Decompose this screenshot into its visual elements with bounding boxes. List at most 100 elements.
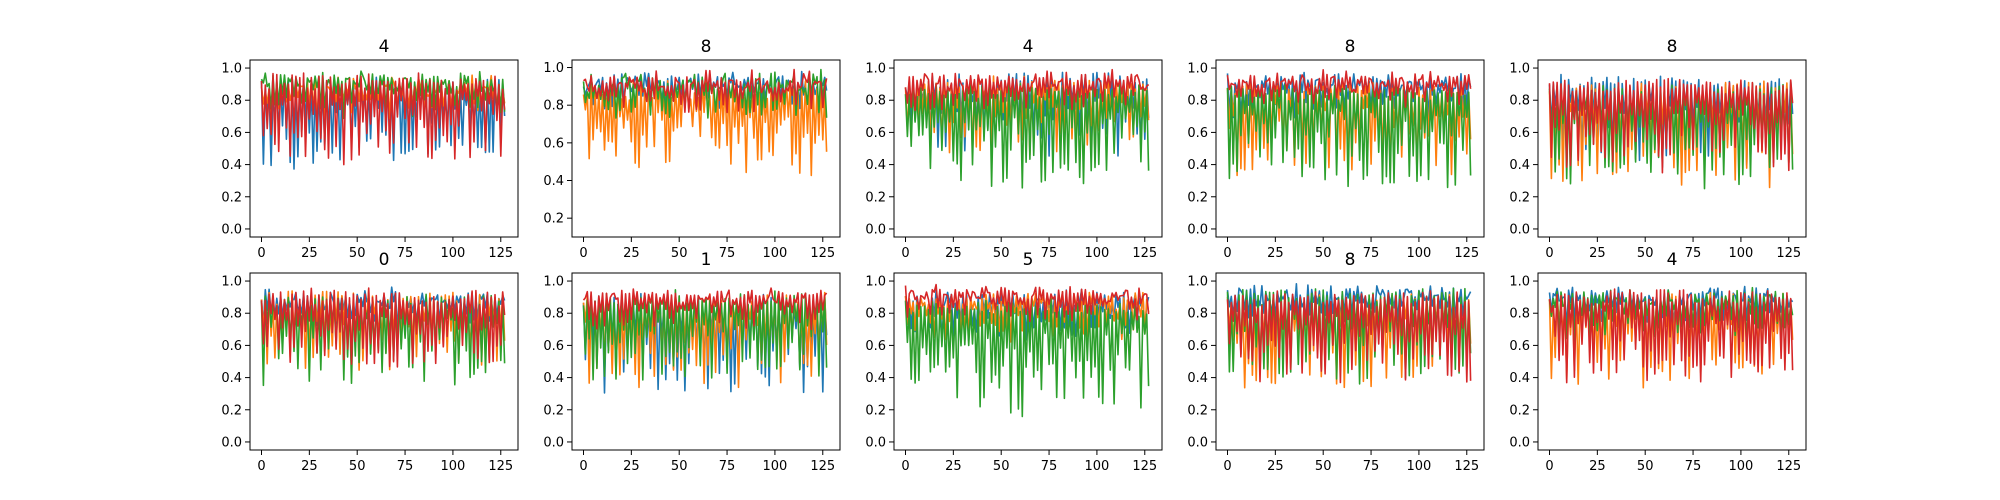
y-tick-label: 0.2 xyxy=(865,190,886,205)
x-tick-label: 125 xyxy=(1454,246,1479,261)
axes-frame xyxy=(249,272,519,451)
y-tick-label: 0.2 xyxy=(221,190,242,205)
x-tick-label: 100 xyxy=(1085,459,1110,474)
y-tick-label: 0.8 xyxy=(221,307,242,322)
x-tick-label: 100 xyxy=(763,246,788,261)
y-tick-label: 1.0 xyxy=(1187,62,1208,77)
x-tick-label: 0 xyxy=(579,246,587,261)
x-tick-label: 125 xyxy=(1776,459,1801,474)
y-tick-label: 0.0 xyxy=(865,222,886,237)
x-tick-label: 50 xyxy=(993,246,1010,261)
panel-title: 5 xyxy=(1023,250,1034,270)
series-line-4 xyxy=(904,68,1150,112)
panel-title: 4 xyxy=(379,37,390,57)
panel-title: 4 xyxy=(1023,37,1034,57)
axes-frame xyxy=(1537,272,1807,451)
panel-10: 0 25 50 75 100 125 0.0 0.2 0.4 0.6 0.8 1.0 4 xyxy=(1509,250,1807,474)
x-tick-label: 0 xyxy=(257,246,265,261)
y-tick-label: 0.0 xyxy=(865,435,886,450)
x-tick-label: 25 xyxy=(1589,246,1606,261)
x-tick-label: 25 xyxy=(1589,459,1606,474)
x-tick-label: 50 xyxy=(671,246,688,261)
x-tick-label: 75 xyxy=(719,459,736,474)
series-group xyxy=(582,68,828,177)
panel-3: 0 25 50 75 100 125 0.0 0.2 0.4 0.6 0.8 1.0 4 xyxy=(865,37,1163,261)
y-tick-label: 0.4 xyxy=(1187,158,1208,173)
y-tick-label: 0.0 xyxy=(221,435,242,450)
series-line-4 xyxy=(583,68,828,114)
series-line-4 xyxy=(260,287,506,368)
panel-7: 0 25 50 75 100 125 0.0 0.2 0.4 0.6 0.8 1.0 1 xyxy=(543,250,841,474)
y-tick-label: 0.2 xyxy=(1509,190,1530,205)
x-tick-label: 75 xyxy=(1685,246,1702,261)
x-tick-label: 100 xyxy=(441,246,466,261)
x-tick-label: 0 xyxy=(1223,459,1231,474)
y-tick-label: 1.0 xyxy=(865,275,886,290)
x-tick-label: 50 xyxy=(1637,246,1654,261)
y-tick-label: 0.2 xyxy=(1187,190,1208,205)
y-tick-label: 0.0 xyxy=(1509,222,1530,237)
x-tick-label: 75 xyxy=(1041,246,1058,261)
y-tick-label: 0.6 xyxy=(1509,339,1530,354)
axes-frame xyxy=(893,272,1163,451)
y-tick-label: 0.6 xyxy=(221,126,242,141)
y-tick-label: 1.0 xyxy=(543,61,564,76)
y-tick-label: 1.0 xyxy=(1187,275,1208,290)
x-tick-label: 0 xyxy=(1223,246,1231,261)
x-tick-label: 25 xyxy=(945,459,962,474)
y-tick-label: 0.4 xyxy=(1187,371,1208,386)
y-tick-label: 0.6 xyxy=(543,339,564,354)
x-tick-label: 75 xyxy=(719,246,736,261)
y-tick-label: 1.0 xyxy=(543,275,564,290)
x-tick-label: 0 xyxy=(579,459,587,474)
x-tick-label: 50 xyxy=(349,246,366,261)
x-tick-label: 25 xyxy=(623,459,640,474)
x-tick-label: 75 xyxy=(1685,459,1702,474)
x-tick-label: 50 xyxy=(1315,246,1332,261)
x-tick-label: 100 xyxy=(763,459,788,474)
y-tick-label: 0.6 xyxy=(1509,126,1530,141)
x-tick-label: 125 xyxy=(1454,459,1479,474)
y-tick-label: 0.2 xyxy=(543,212,564,227)
series-group xyxy=(260,70,506,170)
panel-title: 8 xyxy=(701,37,712,57)
panel-9: 0 25 50 75 100 125 0.0 0.2 0.4 0.6 0.8 1.0 8 xyxy=(1187,250,1485,474)
series-line-4 xyxy=(904,283,1150,323)
x-tick-label: 125 xyxy=(1132,459,1157,474)
panel-6: 0 25 50 75 100 125 0.0 0.2 0.4 0.6 0.8 1.0 0 xyxy=(221,250,519,474)
x-tick-label: 125 xyxy=(810,459,835,474)
axes-frame xyxy=(571,59,841,238)
axes-frame xyxy=(1537,59,1807,238)
y-tick-label: 0.4 xyxy=(543,371,564,386)
series-line-4 xyxy=(1548,77,1794,174)
axes-frame xyxy=(893,59,1163,238)
y-tick-label: 0.2 xyxy=(1187,403,1208,418)
y-tick-label: 0.0 xyxy=(221,222,242,237)
series-group xyxy=(1548,285,1794,389)
panel-title: 1 xyxy=(701,250,712,270)
y-tick-label: 0.8 xyxy=(865,94,886,109)
y-tick-label: 0.4 xyxy=(543,174,564,189)
x-tick-label: 75 xyxy=(1363,459,1380,474)
x-tick-label: 100 xyxy=(1407,246,1432,261)
x-tick-label: 50 xyxy=(993,459,1010,474)
panel-title: 8 xyxy=(1667,37,1678,57)
y-tick-label: 0.2 xyxy=(543,403,564,418)
x-tick-label: 125 xyxy=(1776,246,1801,261)
x-tick-label: 25 xyxy=(301,459,318,474)
y-tick-label: 0.4 xyxy=(865,158,886,173)
x-tick-label: 50 xyxy=(1637,459,1654,474)
panel-title: 8 xyxy=(1345,250,1356,270)
x-tick-label: 50 xyxy=(1315,459,1332,474)
axes-frame xyxy=(249,59,519,238)
y-tick-label: 1.0 xyxy=(1509,275,1530,290)
y-tick-label: 0.0 xyxy=(543,435,564,450)
series-line-3 xyxy=(904,81,1150,189)
x-tick-label: 75 xyxy=(1363,246,1380,261)
panel-5: 0 25 50 75 100 125 0.0 0.2 0.4 0.6 0.8 1.0 8 xyxy=(1509,37,1807,261)
y-tick-label: 0.4 xyxy=(221,158,242,173)
series-line-4 xyxy=(1226,290,1472,384)
y-tick-label: 0.6 xyxy=(543,136,564,151)
series-line-1 xyxy=(1226,71,1472,119)
